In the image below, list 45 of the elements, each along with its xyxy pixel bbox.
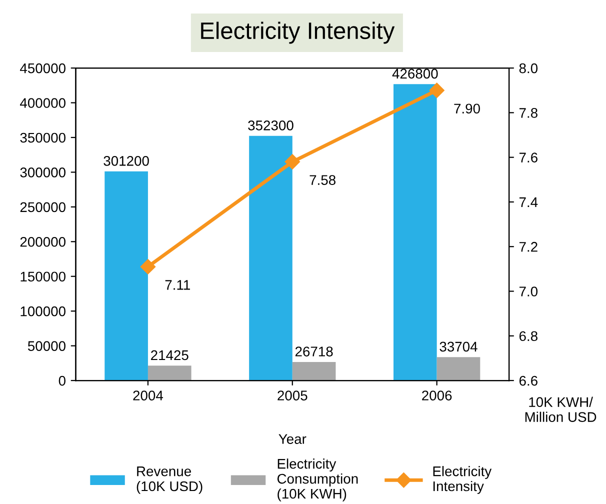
x-axis-title: Year [278, 434, 306, 444]
data-label: 26718 [295, 346, 333, 356]
bar [292, 362, 336, 381]
y-tick-label: 150000 [20, 272, 66, 282]
y2-tick-label: 8.0 [519, 63, 538, 74]
y-tick-label: 0 [58, 376, 66, 386]
y2-tick-label: 6.8 [519, 331, 538, 342]
x-tick-label: 2006 [422, 390, 452, 400]
bar [104, 171, 148, 381]
legend-label: Electricity Consumption (10K KWH) [277, 458, 358, 502]
bar [436, 357, 480, 381]
data-label: 7.11 [165, 280, 190, 290]
point [140, 259, 156, 274]
point [429, 82, 444, 98]
y-tick-label: 350000 [20, 132, 66, 143]
data-label: 7.90 [454, 104, 480, 114]
y-tick-label: 300000 [20, 168, 66, 178]
legend-label: Revenue (10K USD) [136, 466, 202, 494]
y2-tick-label: 7.4 [519, 197, 538, 207]
y2-tick-label: 7.8 [519, 108, 538, 118]
data-label: 426800 [392, 68, 438, 79]
y-tick-label: 450000 [20, 63, 66, 74]
y2-tick-label: 7.2 [519, 242, 538, 252]
y2-tick-label: 7.6 [519, 152, 538, 162]
bar [393, 84, 437, 381]
y-tick-label: 250000 [20, 202, 66, 212]
y2-tick-label: 7.0 [519, 286, 538, 296]
y-tick-label: 200000 [20, 236, 66, 247]
legend-label: Electricity Intensity [433, 466, 492, 494]
y-tick-label: 100000 [20, 306, 66, 316]
data-label: 7.58 [310, 175, 336, 185]
data-label: 33704 [440, 342, 478, 352]
y-tick-label: 400000 [20, 98, 66, 108]
data-label: 352300 [248, 120, 294, 130]
data-label: 301200 [104, 156, 149, 166]
bar [249, 136, 292, 381]
y-tick-label: 50000 [28, 341, 66, 351]
data-label: 21425 [151, 350, 188, 360]
point [284, 154, 300, 170]
x-tick-label: 2005 [278, 390, 308, 400]
bar [148, 366, 192, 381]
x-tick-label: 2004 [133, 390, 164, 400]
chart-title: Electricity Intensity [201, 22, 395, 44]
y2-axis-title: 10K KWH/ Million USD [525, 396, 596, 422]
y2-tick-label: 6.6 [519, 376, 538, 386]
